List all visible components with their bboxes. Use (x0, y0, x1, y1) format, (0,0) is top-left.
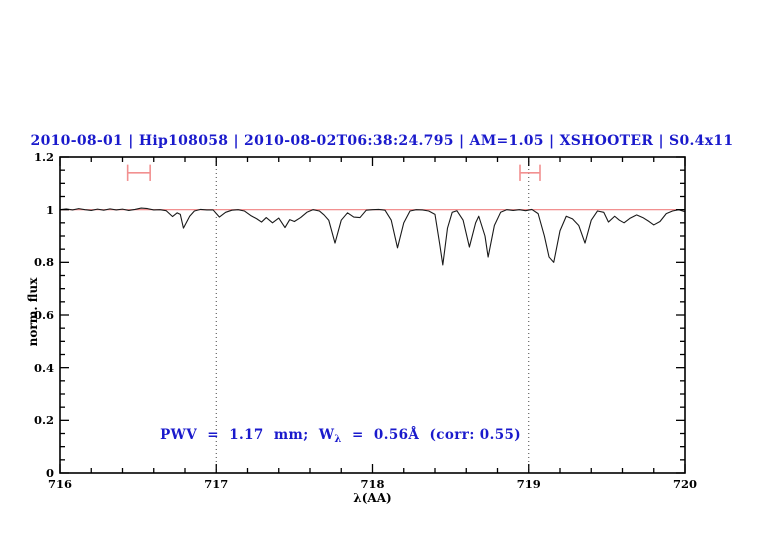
y-tick-label: 0.6 (33, 308, 54, 322)
y-tick-label: 0.4 (33, 360, 54, 375)
pwv-annotation-lambda-subscript: λ (334, 434, 342, 446)
pwv-annotation-part1: PWV = 1.17 mm; W (160, 427, 335, 444)
x-axis-title: λ(AA) (353, 491, 392, 505)
y-tick-label: 0 (45, 466, 54, 480)
pwv-annotation: PWV = 1.17 mm; Wλ = 0.56Å (corr: 0.55) (140, 411, 521, 461)
x-tick-label: 720 (672, 477, 697, 491)
x-tick-label: 719 (516, 477, 541, 491)
plot-title: 2010-08-01 | Hip108058 | 2010-08-02T06:3… (30, 133, 734, 149)
pwv-annotation-part2: = 0.56Å (corr: 0.55) (341, 427, 522, 444)
x-tick-label: 716 (47, 477, 72, 491)
y-tick-label: 1 (45, 202, 54, 217)
y-tick-label: 1.2 (33, 150, 54, 164)
spectrum-line (59, 207, 686, 266)
y-axis-title: norm. flux (26, 277, 40, 347)
x-tick-label: 718 (360, 477, 385, 491)
x-tick-label: 717 (204, 477, 229, 491)
y-tick-label: 0.8 (33, 255, 54, 270)
y-tick-label: 0.2 (33, 413, 54, 428)
